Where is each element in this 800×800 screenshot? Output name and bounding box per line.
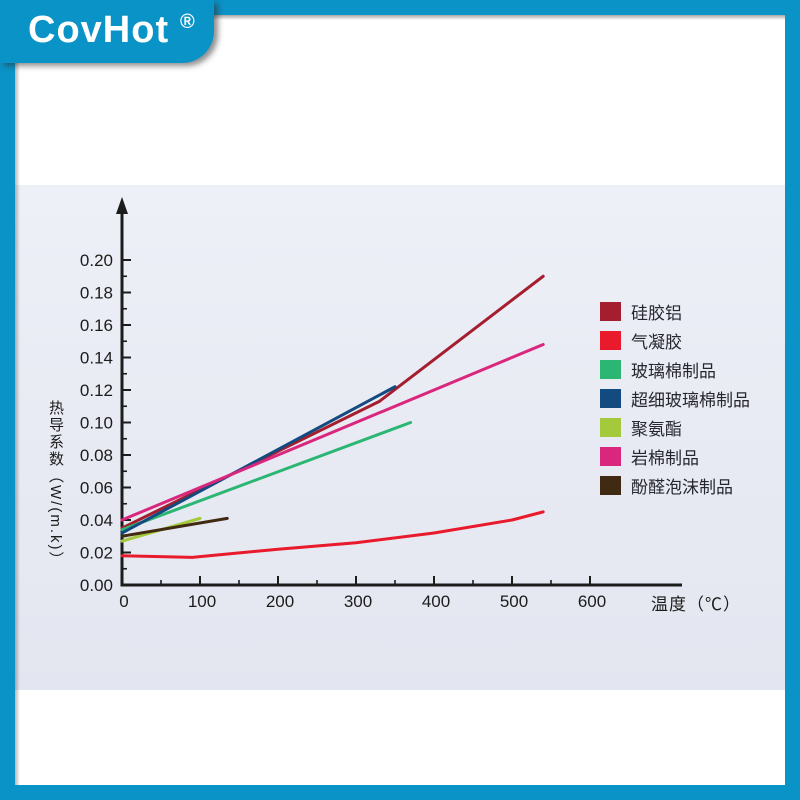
y-tick-label: 0.00 [80, 576, 113, 595]
brand-logo: CovHot ® [0, 0, 214, 63]
frame-left-shadow [15, 15, 20, 785]
series-line-玻璃棉制品 [120, 421, 413, 532]
legend-item: 酚醛泡沫制品 [600, 476, 750, 497]
legend-label: 气凝胶 [631, 333, 682, 352]
legend-swatch [600, 389, 621, 408]
brand-name: CovHot [28, 9, 170, 51]
series-line-酚醛泡沫制品 [120, 516, 229, 538]
y-tick-label: 0.16 [80, 316, 113, 335]
y-tick-label: 0.14 [80, 349, 113, 368]
legend-swatch [600, 476, 621, 495]
legend-label: 玻璃棉制品 [631, 362, 716, 381]
x-tick-label: 100 [188, 592, 216, 611]
legend-label: 硅胶铝 [631, 304, 682, 323]
y-tick-label: 0.08 [80, 446, 113, 465]
legend-label: 酚醛泡沫制品 [631, 478, 733, 497]
x-axis-title: 温度（℃） [651, 595, 741, 614]
legend-swatch [600, 418, 621, 437]
y-tick-label: 0.04 [80, 511, 113, 530]
legend-item: 聚氨酯 [600, 418, 750, 439]
legend: 硅胶铝气凝胶玻璃棉制品超细玻璃棉制品 聚氨酯岩棉制品酚醛泡沫制品 [600, 302, 750, 505]
x-tick-label: 500 [500, 592, 528, 611]
y-axis-arrow [116, 197, 128, 214]
series-line-超细玻璃棉制品 [120, 385, 397, 535]
x-tick-label: 600 [578, 592, 606, 611]
legend-swatch [600, 302, 621, 321]
legend-item: 气凝胶 [600, 331, 750, 352]
legend-swatch [600, 331, 621, 350]
y-tick-label: 0.02 [80, 544, 113, 563]
chart-panel [15, 185, 785, 690]
x-tick-label: 300 [344, 592, 372, 611]
frame-right-bar [785, 0, 800, 800]
frame-top-shadow [15, 15, 785, 20]
legend-item: 超细玻璃棉制品 [600, 389, 750, 410]
frame-bottom-bar [0, 785, 800, 800]
legend-item: 硅胶铝 [600, 302, 750, 323]
y-tick-label: 0.12 [80, 381, 113, 400]
y-tick-label: 0.10 [80, 414, 113, 433]
series-line-硅胶铝 [120, 274, 545, 530]
series-line-岩棉制品 [120, 343, 545, 522]
legend-label: 聚氨酯 [631, 420, 682, 439]
series-line-气凝胶 [120, 510, 545, 559]
legend-item: 玻璃棉制品 [600, 360, 750, 381]
x-tick-label: 400 [422, 592, 450, 611]
legend-swatch [600, 360, 621, 379]
frame-left-bar [0, 0, 15, 800]
legend-swatch [600, 447, 621, 466]
registered-trademark-icon: ® [180, 11, 195, 33]
legend-label: 超细玻璃棉制品 [631, 391, 750, 410]
y-tick-label: 0.06 [80, 479, 113, 498]
y-tick-label: 0.20 [80, 251, 113, 270]
y-tick-label: 0.18 [80, 284, 113, 303]
x-tick-label: 200 [266, 592, 294, 611]
x-tick-label: 0 [119, 592, 128, 611]
legend-item: 岩棉制品 [600, 447, 750, 468]
legend-label: 岩棉制品 [631, 449, 699, 468]
y-axis-title: 热导系数（W/(m.k)） [47, 400, 64, 569]
